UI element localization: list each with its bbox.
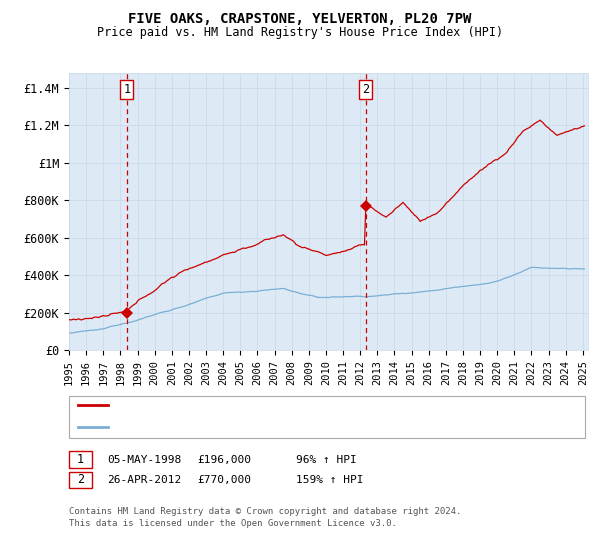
Text: 159% ↑ HPI: 159% ↑ HPI xyxy=(296,475,364,485)
Text: FIVE OAKS, CRAPSTONE, YELVERTON, PL20 7PW (detached house): FIVE OAKS, CRAPSTONE, YELVERTON, PL20 7P… xyxy=(114,400,476,409)
Text: 1: 1 xyxy=(77,453,84,466)
Text: 05-MAY-1998: 05-MAY-1998 xyxy=(107,455,181,465)
Text: HPI: Average price, detached house, West Devon: HPI: Average price, detached house, West… xyxy=(114,422,401,432)
Text: 96% ↑ HPI: 96% ↑ HPI xyxy=(296,455,356,465)
Text: 2: 2 xyxy=(77,473,84,487)
Text: £196,000: £196,000 xyxy=(197,455,251,465)
Text: 1: 1 xyxy=(123,83,130,96)
Text: £770,000: £770,000 xyxy=(197,475,251,485)
Text: Price paid vs. HM Land Registry's House Price Index (HPI): Price paid vs. HM Land Registry's House … xyxy=(97,26,503,39)
Text: 2: 2 xyxy=(362,83,369,96)
Text: 26-APR-2012: 26-APR-2012 xyxy=(107,475,181,485)
Text: This data is licensed under the Open Government Licence v3.0.: This data is licensed under the Open Gov… xyxy=(69,519,397,528)
Text: FIVE OAKS, CRAPSTONE, YELVERTON, PL20 7PW: FIVE OAKS, CRAPSTONE, YELVERTON, PL20 7P… xyxy=(128,12,472,26)
Text: Contains HM Land Registry data © Crown copyright and database right 2024.: Contains HM Land Registry data © Crown c… xyxy=(69,507,461,516)
